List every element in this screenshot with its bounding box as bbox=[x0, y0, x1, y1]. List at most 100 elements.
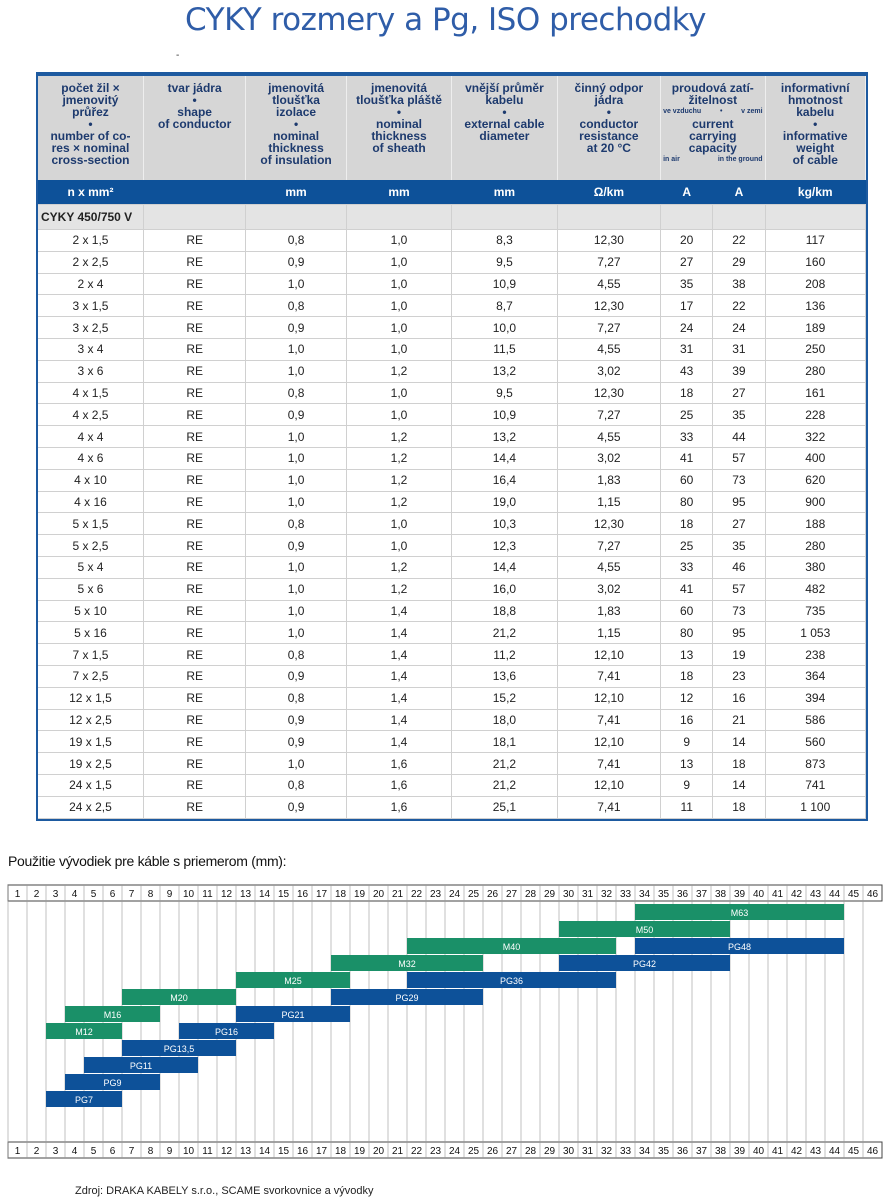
scale-tick: 38 bbox=[715, 1146, 727, 1157]
header-line: počet žil × bbox=[61, 81, 120, 95]
table-cell: 1 100 bbox=[765, 796, 867, 819]
table-cell: 5 x 6 bbox=[38, 578, 144, 601]
scale-tick: 21 bbox=[392, 889, 404, 900]
table-cell: 9 bbox=[660, 730, 714, 754]
gland-bar-PG13,5 bbox=[122, 1040, 236, 1056]
header-line: • bbox=[813, 117, 818, 131]
scale-tick: 42 bbox=[791, 889, 803, 900]
gland-label: PG42 bbox=[633, 959, 656, 969]
table-cell: 1,6 bbox=[346, 774, 453, 797]
scale-tick: 42 bbox=[791, 1146, 803, 1157]
table-cell: 39 bbox=[712, 360, 766, 383]
header-line: • bbox=[606, 105, 611, 119]
table-cell: 1,6 bbox=[346, 752, 453, 775]
table-cell: 18,1 bbox=[451, 730, 558, 754]
table-cell: 1,4 bbox=[346, 709, 453, 732]
header-line: izolace bbox=[276, 105, 317, 119]
table-cell: 228 bbox=[765, 403, 867, 427]
table-cell: 14,4 bbox=[451, 556, 558, 579]
header-line: jádra bbox=[594, 93, 624, 107]
header-line: carrying bbox=[689, 129, 737, 143]
scale-tick: 6 bbox=[110, 889, 116, 900]
table-cell: 4,55 bbox=[557, 425, 662, 448]
table-row: 24 x 1,5 RE 0,8 1,6 21,2 12,10 9 14 741 bbox=[38, 774, 867, 797]
scale-tick: 26 bbox=[487, 889, 499, 900]
table-cell: 60 bbox=[660, 469, 714, 492]
table-cell: 7,41 bbox=[557, 665, 662, 688]
table-cell: RE bbox=[143, 469, 247, 492]
scale-tick: 25 bbox=[468, 889, 480, 900]
scale-tick: 34 bbox=[639, 889, 651, 900]
table-cell: 12,10 bbox=[557, 730, 662, 754]
table-cell: 1,2 bbox=[346, 447, 453, 470]
table-cell: RE bbox=[143, 316, 247, 339]
table-cell: 7,27 bbox=[557, 316, 662, 339]
table-cell: RE bbox=[143, 687, 247, 710]
scale-tick: 30 bbox=[563, 889, 575, 900]
table-cell: 27 bbox=[660, 251, 714, 274]
header-line: conductor bbox=[579, 117, 639, 131]
scale-tick: 5 bbox=[91, 889, 97, 900]
table-cell: 11 bbox=[660, 796, 714, 819]
table-cell: 189 bbox=[765, 316, 867, 339]
table-cell: 10,9 bbox=[451, 403, 558, 427]
table-cell: 8,7 bbox=[451, 294, 558, 318]
table-cell: 57 bbox=[712, 447, 766, 470]
table-cell: 0,9 bbox=[245, 403, 347, 427]
scale-tick: 23 bbox=[430, 889, 442, 900]
table-row: 7 x 2,5 RE 0,9 1,4 13,6 7,41 18 23 364 bbox=[38, 665, 867, 688]
table-cell: 3,02 bbox=[557, 360, 662, 383]
header-line: diameter bbox=[479, 129, 530, 143]
table-cell: RE bbox=[143, 643, 247, 666]
scale-tick: 34 bbox=[639, 1146, 651, 1157]
table-cell: RE bbox=[143, 665, 247, 688]
header-line: weight bbox=[796, 141, 835, 155]
header-line: resistance bbox=[579, 129, 639, 143]
table-cell: 3,02 bbox=[557, 578, 662, 601]
table-row: 24 x 2,5 RE 0,9 1,6 25,1 7,41 11 18 1 100 bbox=[38, 796, 867, 819]
table-cell: 41 bbox=[660, 578, 714, 601]
table-cell: 1,2 bbox=[346, 491, 453, 514]
table-cell: RE bbox=[143, 447, 247, 470]
scale-tick: 10 bbox=[183, 1146, 195, 1157]
scale-tick: 46 bbox=[867, 1146, 879, 1157]
cable-table: počet žil × jmenovitý průřez • number of co-… bbox=[36, 72, 868, 821]
table-cell: 7 x 1,5 bbox=[38, 643, 144, 666]
table-cell: 73 bbox=[712, 600, 766, 623]
section-cell: CYKY 450/750 V bbox=[38, 204, 144, 230]
scale-tick: 13 bbox=[240, 889, 252, 900]
gland-bar-PG36 bbox=[407, 972, 616, 988]
scale-tick: 15 bbox=[278, 889, 290, 900]
table-cell: 1,0 bbox=[346, 382, 453, 405]
header-line: at 20 °C bbox=[586, 141, 631, 155]
table-cell: 12,10 bbox=[557, 643, 662, 666]
table-cell: 586 bbox=[765, 709, 867, 732]
column-header: činný odpor jádra • conductor resistance at 2… bbox=[557, 76, 662, 180]
table-cell: 33 bbox=[660, 556, 714, 579]
table-cell: 560 bbox=[765, 730, 867, 754]
table-cell: 2 x 1,5 bbox=[38, 229, 144, 252]
table-cell: 1,0 bbox=[245, 491, 347, 514]
scale-tick: 45 bbox=[848, 1146, 860, 1157]
section-cell bbox=[712, 204, 766, 230]
table-cell: 364 bbox=[765, 665, 867, 688]
table-cell: 1,2 bbox=[346, 578, 453, 601]
table-cell: 44 bbox=[712, 425, 766, 448]
gland-bar-PG9 bbox=[65, 1074, 160, 1090]
table-cell: RE bbox=[143, 273, 247, 296]
scale-tick: 2 bbox=[34, 1146, 40, 1157]
header-line: • bbox=[192, 93, 197, 107]
table-cell: 1,0 bbox=[245, 360, 347, 383]
table-cell: 18 bbox=[660, 382, 714, 405]
header-line: informativní bbox=[780, 81, 850, 95]
table-cell: 160 bbox=[765, 251, 867, 274]
table-cell: 4,55 bbox=[557, 338, 662, 361]
table-cell: RE bbox=[143, 752, 247, 775]
unit-cell: A bbox=[660, 180, 714, 205]
table-cell: 25,1 bbox=[451, 796, 558, 819]
scale-tick: 16 bbox=[297, 889, 309, 900]
scale-tick: 40 bbox=[753, 1146, 765, 1157]
table-cell: 35 bbox=[660, 273, 714, 296]
table-cell: 27 bbox=[712, 382, 766, 405]
